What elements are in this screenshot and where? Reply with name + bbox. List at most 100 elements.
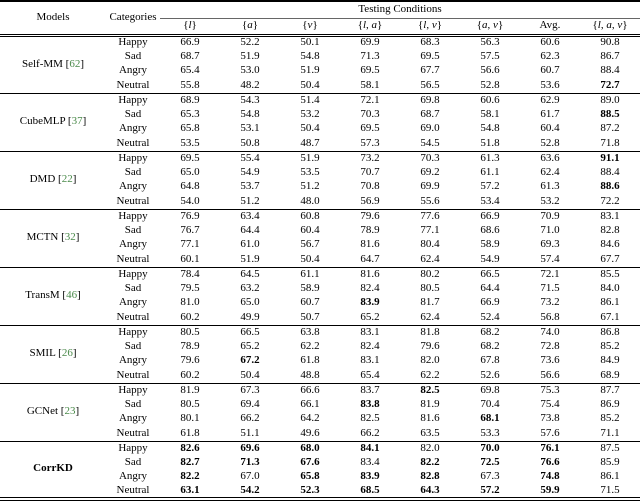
value-cell: 76.7: [180, 223, 200, 236]
value-cell: 48.2: [240, 78, 260, 91]
value-cell: 82.7: [180, 455, 200, 468]
value-cell: 64.5: [220, 266, 280, 282]
value-cell: 72.8: [540, 339, 560, 352]
citation-link[interactable]: 37: [71, 115, 83, 128]
citation-link[interactable]: 46: [66, 289, 78, 302]
value-cell: 50.7: [300, 310, 320, 323]
category-cell: Sad: [124, 455, 142, 468]
value-cell: 69.5: [360, 64, 380, 77]
value-cell: 53.0: [240, 64, 260, 77]
value-cell: 54.2: [240, 483, 260, 496]
value-cell: 69.8: [460, 382, 520, 398]
value-cell: 56.6: [480, 64, 500, 77]
value-cell: 61.3: [540, 180, 560, 193]
value-cell: 50.4: [300, 122, 320, 135]
model-name: DMD: [29, 173, 56, 186]
value-cell: 62.4: [420, 252, 440, 265]
value-cell: 64.4: [480, 281, 500, 294]
value-cell: 61.3: [460, 150, 520, 166]
condition-header: {a}: [220, 18, 280, 37]
table-row: CorrKD Happy 82.6 69.6 68.0 84.1 82.0 70.0 76.1 8…: [0, 440, 640, 499]
value-cell: 89.0: [580, 92, 640, 108]
value-cell: 51.9: [280, 150, 340, 166]
table-row: Sad 76.7 64.4 60.4 78.9 77.1 68.6 71.0 82.8: [0, 224, 640, 239]
value-cell: 88.6: [600, 180, 620, 193]
value-cell: 60.1: [180, 252, 200, 265]
value-cell: 53.5: [180, 136, 200, 149]
value-cell: 62.9: [520, 92, 580, 108]
citation-link[interactable]: 32: [64, 231, 76, 244]
category-cell: Happy: [106, 208, 160, 224]
citation-link[interactable]: 62: [69, 57, 81, 70]
value-cell: 86.9: [600, 397, 620, 410]
value-cell: 82.5: [400, 382, 460, 398]
value-cell: 74.8: [540, 470, 560, 483]
value-cell: 50.8: [240, 136, 260, 149]
value-cell: 60.7: [300, 296, 320, 309]
value-cell: 57.6: [540, 426, 560, 439]
value-cell: 87.2: [600, 122, 620, 135]
value-cell: 61.7: [540, 107, 560, 120]
header-row-conditions: {l} {a} {v} {l, a} {l, v} {a, v} Avg. {l, a, v}: [0, 18, 640, 37]
value-cell: 52.8: [480, 78, 500, 91]
value-cell: 68.3: [400, 34, 460, 50]
value-cell: 81.0: [180, 296, 200, 309]
category-cell: Neutral: [116, 426, 150, 439]
value-cell: 50.4: [240, 368, 260, 381]
value-cell: 67.2: [240, 354, 260, 367]
table-row: Angry 79.6 67.2 61.8 83.1 82.0 67.8 73.6 84.9: [0, 354, 640, 369]
value-cell: 67.3: [480, 470, 500, 483]
value-cell: 86.1: [600, 470, 620, 483]
condition-header: {l, a}: [340, 18, 400, 37]
table-row: Sad 80.5 69.4 66.1 83.8 81.9 70.4 75.4 86.9: [0, 398, 640, 413]
value-cell: 50.1: [280, 34, 340, 50]
model-name-cell: DMD [22]: [0, 150, 106, 209]
value-cell: 65.0: [180, 165, 200, 178]
model-name: TransM: [25, 289, 60, 302]
value-cell: 57.2: [480, 180, 500, 193]
value-cell: 78.9: [180, 339, 200, 352]
value-cell: 82.4: [360, 281, 380, 294]
testing-conditions-label: Testing Conditions: [358, 2, 442, 15]
condition-header: Avg.: [520, 18, 580, 37]
category-cell: Happy: [106, 324, 160, 340]
category-cell: Neutral: [116, 483, 150, 496]
value-cell: 51.1: [240, 426, 260, 439]
value-cell: 79.6: [180, 354, 200, 367]
value-cell: 77.1: [420, 223, 440, 236]
value-cell: 59.9: [540, 483, 560, 496]
value-cell: 60.8: [280, 208, 340, 224]
value-cell: 66.2: [360, 426, 380, 439]
value-cell: 67.6: [300, 455, 320, 468]
value-cell: 83.9: [360, 470, 380, 483]
model-name-cell: CorrKD: [0, 440, 106, 499]
value-cell: 70.4: [480, 397, 500, 410]
value-cell: 56.6: [540, 368, 560, 381]
value-cell: 73.2: [340, 150, 400, 166]
value-cell: 77.1: [180, 238, 200, 251]
value-cell: 49.9: [240, 310, 260, 323]
value-cell: 53.3: [480, 426, 500, 439]
value-cell: 53.5: [300, 165, 320, 178]
value-cell: 71.5: [540, 281, 560, 294]
value-cell: 68.7: [420, 107, 440, 120]
category-cell: Sad: [124, 107, 142, 120]
header-row-top: Models Categories Testing Conditions: [0, 1, 640, 37]
citation-link[interactable]: 22: [61, 173, 73, 186]
model-name: CubeMLP: [19, 115, 66, 128]
value-cell: 51.8: [480, 136, 500, 149]
value-cell: 80.4: [420, 238, 440, 251]
value-cell: 53.4: [480, 194, 500, 207]
value-cell: 58.9: [300, 281, 320, 294]
citation-link[interactable]: 23: [64, 405, 76, 418]
value-cell: 54.3: [220, 92, 280, 108]
categories-column-header: Categories: [106, 1, 160, 37]
condition-header: {a, v}: [460, 18, 520, 37]
value-cell: 81.6: [340, 266, 400, 282]
value-cell: 65.4: [180, 64, 200, 77]
value-cell: 70.0: [460, 440, 520, 456]
value-cell: 78.4: [160, 266, 220, 282]
value-cell: 66.9: [460, 208, 520, 224]
citation-link[interactable]: 26: [61, 347, 73, 360]
